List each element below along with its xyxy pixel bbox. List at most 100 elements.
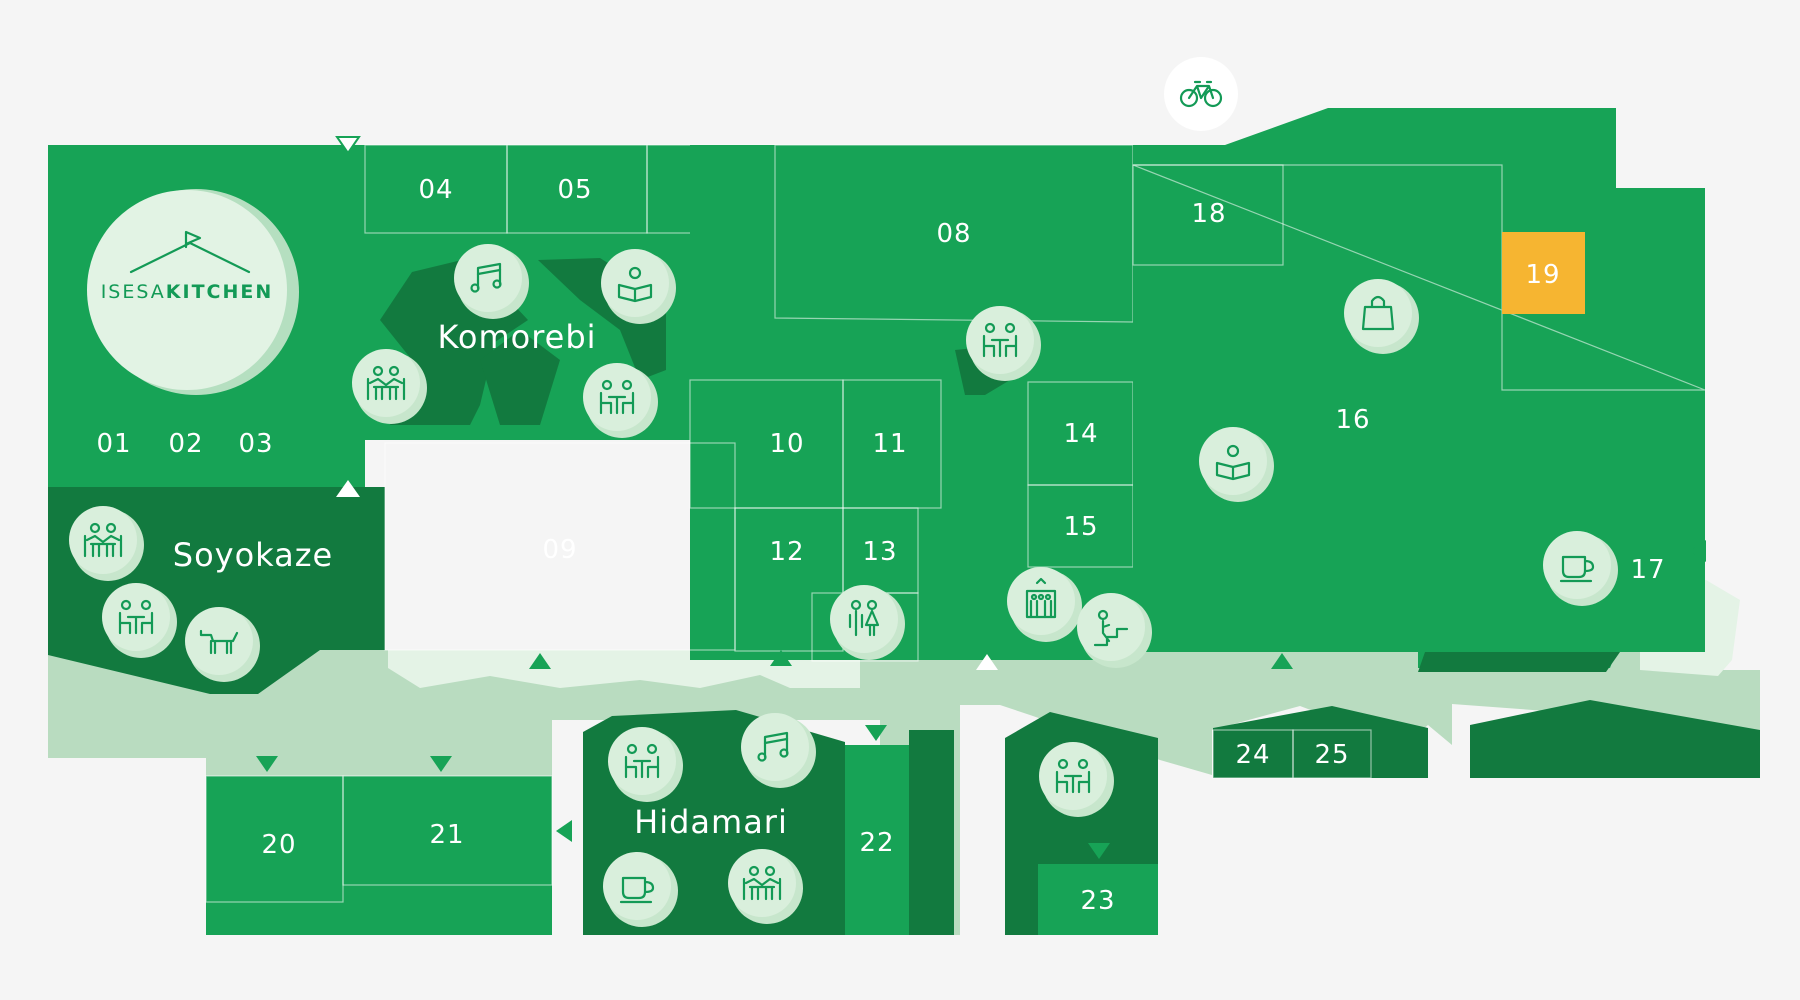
family-seating-badge[interactable] [352,349,427,424]
dining-seating-badge[interactable] [1039,742,1114,817]
east-dark-strip [1418,652,1620,672]
family-seating-icon [83,522,123,558]
music-icon [757,731,789,762]
unit-label-22: 22 [859,828,894,858]
unit-22-annex [909,730,954,935]
unit-label-11: 11 [872,429,907,459]
coffee-icon [1559,555,1595,583]
entrance-arrow[interactable] [336,480,360,497]
bicycle-parking-icon [1179,80,1223,108]
corridor-strip-west [333,145,365,487]
entrance-arrow[interactable] [1271,653,1293,669]
amenity-icons [69,57,1618,927]
dining-seating-icon [982,322,1018,358]
entrance-arrow[interactable] [556,820,572,842]
dining-seating-icon [1055,758,1091,794]
unit-18[interactable] [1132,164,1284,266]
dining-seating-badge[interactable] [583,363,658,438]
unit-label-13: 13 [862,537,897,567]
family-seating-badge[interactable] [69,506,144,581]
entrance-arrow[interactable] [865,725,887,741]
unit-label-10: 10 [769,429,804,459]
entrance-arrow[interactable] [1088,843,1110,859]
unit-label-20: 20 [261,830,296,860]
unit-label-04: 04 [418,175,453,205]
unit-label-16: 16 [1335,405,1370,435]
shopping-bag-badge[interactable] [1344,279,1419,354]
komorebi-planting-mid [480,330,560,425]
dining-seating-badge[interactable] [966,306,1041,381]
entrance-arrow[interactable] [335,136,361,155]
unit-24-25-dark [1213,706,1428,778]
unit-09-group: 09 [384,442,736,651]
entrance-arrow[interactable] [976,654,998,670]
zone-label-komorebi: Komorebi [437,318,596,356]
entrance-arrows [256,136,1706,859]
unit-label-15: 15 [1063,512,1098,542]
reading-badge[interactable] [1199,427,1274,502]
entrance-arrow[interactable] [430,756,452,772]
unit-block-west: ISESAKITCHEN 01 02 03 [48,145,365,487]
reading-badge[interactable] [601,249,676,324]
reading-icon [617,266,653,303]
unit-23[interactable] [1038,864,1158,935]
unit-16[interactable] [1133,108,1705,668]
coffee-icon [619,876,655,904]
entrance-arrow[interactable] [770,650,792,666]
unit-label-25: 25 [1314,740,1349,770]
east-block: 16 17 18 19 [1132,108,1706,672]
unit-label-02: 02 [168,429,203,459]
south-east-dark-strip [1470,700,1760,778]
unit-label-17: 17 [1630,555,1665,585]
shopping-bag-icon [1361,295,1395,331]
pet-badge[interactable] [185,607,260,682]
brand-logo-text: ISESAKITCHEN [101,281,274,303]
unit-label-19: 19 [1525,260,1560,290]
unit-label-08: 08 [936,219,971,249]
restroom-icon [848,599,880,637]
dining-seating-badge[interactable] [102,583,177,658]
coffee-badge[interactable] [603,852,678,927]
elevator-badge[interactable] [1007,567,1082,642]
coffee-badge[interactable] [1543,531,1618,606]
unit-09[interactable] [384,442,736,651]
unit-label-03: 03 [238,429,273,459]
unit-25[interactable] [1292,729,1372,779]
stairs-badge[interactable] [1077,593,1152,668]
reading-icon [1215,444,1251,481]
unit-label-09: 09 [542,535,577,565]
unit-label-05: 05 [557,175,592,205]
unit-21[interactable] [342,775,553,886]
unit-label-24: 24 [1235,740,1270,770]
dining-seating-icon [624,743,660,779]
music-icon [470,262,502,293]
dining-seating-icon [599,379,635,415]
unit-label-14: 14 [1063,419,1098,449]
restroom-badge[interactable] [830,585,905,660]
entrance-arrow[interactable] [1690,540,1706,562]
flag-icon [129,230,251,274]
unit-19[interactable] [1502,232,1585,314]
family-seating-icon [742,865,782,901]
unit-label-01: 01 [96,429,131,459]
unit-label-23: 23 [1080,886,1115,916]
entrance-arrow[interactable] [529,653,551,669]
music-badge[interactable] [741,713,816,788]
unit-label-21: 21 [429,820,464,850]
family-seating-icon [366,365,406,401]
family-seating-badge[interactable] [728,849,803,924]
unit-16-outline [1132,164,1706,391]
entrance-arrow[interactable] [256,756,278,772]
stairs-icon [1093,609,1129,647]
dining-seating-icon [118,599,154,635]
bicycle-parking-badge[interactable] [1164,57,1238,131]
unit-label-18: 18 [1191,199,1226,229]
unit-label-12: 12 [769,537,804,567]
elevator-icon [1025,577,1057,619]
unit-22[interactable] [845,745,909,935]
unit-20-21-base [206,776,552,935]
music-badge[interactable] [454,244,529,319]
zone-label-hidamari: Hidamari [634,803,788,841]
dining-seating-badge[interactable] [608,727,683,802]
